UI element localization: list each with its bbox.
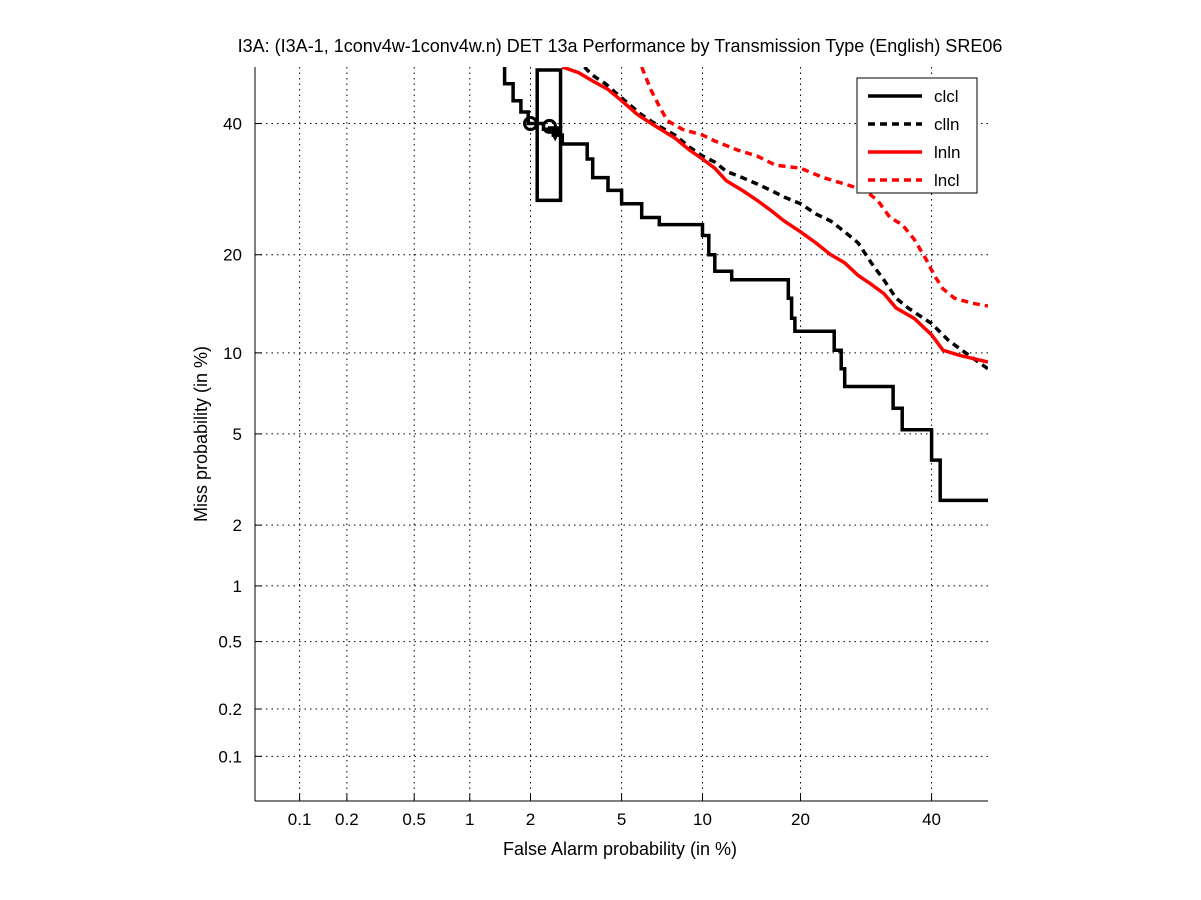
series-line-clln [583,67,988,371]
legend-label-lncl: lncl [934,171,960,190]
series-line-lncl [640,67,988,308]
x-tick-labels: 0.1 0.2 0.5 1 2 5 10 20 40 [288,810,941,829]
y-tick-label: 2 [233,516,242,535]
y-tick-label: 10 [223,344,242,363]
y-axis-label: Miss probability (in %) [191,346,211,522]
y-tick-label: 0.2 [218,700,242,719]
legend-label-lnln: lnln [934,143,960,162]
y-tick-label: 40 [223,115,242,134]
y-tick-label: 0.1 [218,747,242,766]
legend-label-clcl: clcl [934,87,959,106]
x-tick-label: 0.5 [402,810,426,829]
min-dcf-marker-clcl [523,116,539,132]
legend-label-clln: clln [934,115,960,134]
x-tick-label: 20 [791,810,810,829]
confidence-box [535,68,563,203]
x-tick-label: 40 [922,810,941,829]
x-tick-label: 5 [617,810,626,829]
x-tick-label: 10 [693,810,712,829]
chart-title: I3A: (I3A-1, 1conv4w-1conv4w.n) DET 13a … [238,36,1003,56]
x-tick-label: 2 [526,810,535,829]
series-group [502,67,988,503]
min-dcf-marker-lnln [541,118,557,134]
x-tick-label: 0.1 [288,810,312,829]
axes-frame [254,67,988,802]
y-tick-label: 5 [233,425,242,444]
series-line-lnln [561,67,988,364]
y-tick-label: 1 [233,577,242,596]
x-tick-label: 1 [465,810,474,829]
y-tick-label: 0.5 [218,633,242,652]
legend: clcl clln lnln lncl [856,77,978,194]
x-tick-label: 0.2 [335,810,359,829]
y-tick-labels: 0.1 0.2 0.5 1 2 5 10 20 40 [218,115,242,767]
y-tick-label: 20 [223,246,242,265]
x-axis-label: False Alarm probability (in %) [503,839,737,859]
